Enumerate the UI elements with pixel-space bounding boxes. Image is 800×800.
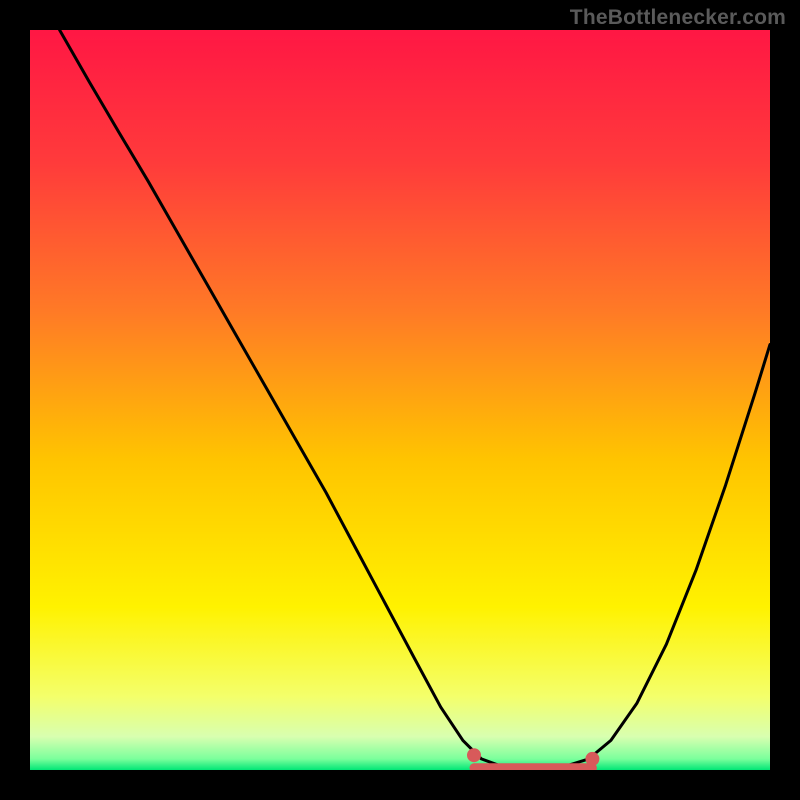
curves-layer — [30, 30, 770, 770]
bottleneck-curve — [60, 30, 770, 769]
chart-frame: TheBottlenecker.com — [0, 0, 800, 800]
plot-area — [30, 30, 770, 770]
optimal-endpoint-dot — [467, 748, 481, 762]
watermark-text: TheBottlenecker.com — [570, 6, 786, 30]
optimal-endpoint-dot — [585, 752, 599, 766]
